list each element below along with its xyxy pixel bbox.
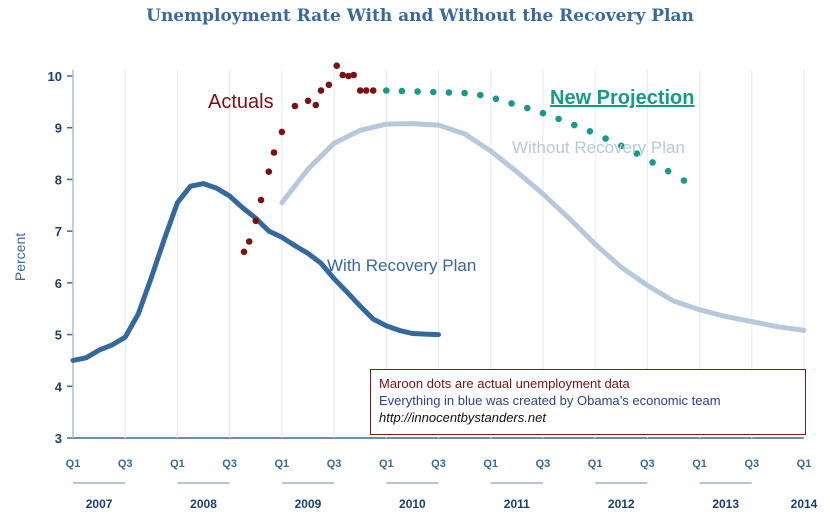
note-line-blue-data: Everything in blue was created by Obama’… [379,393,721,408]
data-point-new-projection [555,115,562,123]
data-point-new-projection [383,87,390,94]
annotation-actuals: Actuals [208,91,274,113]
data-point-actuals [339,71,347,79]
data-point-actuals [291,102,299,110]
y-tick-label: 8 [55,172,62,187]
y-tick-label: 3 [55,431,62,446]
year-label: 2011 [504,497,530,511]
y-tick-label: 9 [55,121,62,136]
data-point-actuals [369,87,377,94]
annotation-new-projection: New Projection [550,87,694,109]
data-point-actuals [333,62,341,69]
data-point-actuals [278,128,286,136]
data-point-new-projection [477,91,484,99]
data-point-new-projection [461,89,468,97]
year-label: 2013 [712,497,739,511]
x-tick-label: Q3 [744,458,759,470]
x-tick-label: Q1 [588,458,603,470]
series-line-without-recovery-plan [279,121,807,333]
x-tick-label: Q1 [692,458,707,470]
data-point-new-projection [633,150,641,157]
data-point-new-projection [618,142,625,150]
year-label: 2008 [190,497,217,511]
y-tick-label: 6 [55,276,62,291]
series-layer [70,62,807,363]
data-point-new-projection [492,95,500,103]
data-point-actuals [356,87,364,94]
data-point-actuals [350,71,358,79]
annotation-without-recovery-plan: Without Recovery Plan [512,138,685,157]
data-point-new-projection [680,177,688,184]
y-tick-label: 10 [48,69,62,84]
data-point-new-projection [445,89,453,96]
y-tick-label: 7 [55,224,62,239]
data-point-actuals [252,217,260,225]
x-tick-label: Q3 [327,458,342,470]
year-label: 2010 [399,497,426,511]
data-point-actuals [317,87,325,94]
data-point-new-projection [539,109,547,117]
data-point-new-projection [508,100,515,107]
data-point-new-projection [602,135,609,142]
data-point-actuals [245,238,253,245]
note-line-source-url: http://innocentbystanders.net [379,410,546,425]
data-point-new-projection [524,104,531,112]
x-tick-label: Q1 [797,458,812,470]
axes: 3 4 5 6 7 8 9 10 Q1 Q3 Q1 Q3 Q1 Q3 Q1 Q3 Q1 Q3 Q1 Q3 Q1 Q3 Q1 2… [48,69,818,511]
data-point-actuals [240,248,248,256]
note-line-actual-data: Maroon dots are actual unemployment data [379,376,630,391]
x-tick-label: Q1 [379,458,394,470]
data-point-actuals [312,101,320,109]
y-tick-label: 4 [55,379,63,394]
annotation-with-recovery-plan: With Recovery Plan [327,256,476,275]
data-point-actuals [270,149,278,156]
data-point-new-projection [649,159,656,166]
x-tick-label: Q3 [536,458,551,470]
x-tick-label: Q1 [275,458,290,470]
x-tick-label: Q1 [66,458,81,470]
x-tick-label: Q3 [118,458,133,470]
y-tick-label: 5 [55,328,62,343]
year-label: 2009 [295,497,322,511]
year-label: 2012 [608,497,635,511]
data-point-new-projection [571,121,578,129]
source-note-box: Maroon dots are actual unemployment data… [370,369,806,435]
data-point-new-projection [430,88,437,96]
x-tick-label: Q3 [640,458,655,470]
data-point-new-projection [664,167,672,175]
x-tick-label: Q1 [170,458,185,470]
year-label: 2007 [86,497,113,511]
y-axis-label: Percent [12,233,28,281]
data-point-actuals [362,87,370,94]
x-tick-label: Q3 [431,458,446,470]
data-point-new-projection [414,88,421,95]
data-point-actuals [304,97,312,105]
data-point-actuals [345,72,352,80]
chart-title: Unemployment Rate With and Without the R… [146,6,694,26]
data-point-actuals [325,81,333,89]
x-tick-label: Q3 [222,458,237,470]
data-point-new-projection [398,87,406,95]
data-point-actuals [257,196,265,204]
data-point-new-projection [586,128,594,135]
data-point-actuals [265,168,273,175]
year-label: 2014 [791,497,818,511]
x-tick-label: Q1 [483,458,498,470]
